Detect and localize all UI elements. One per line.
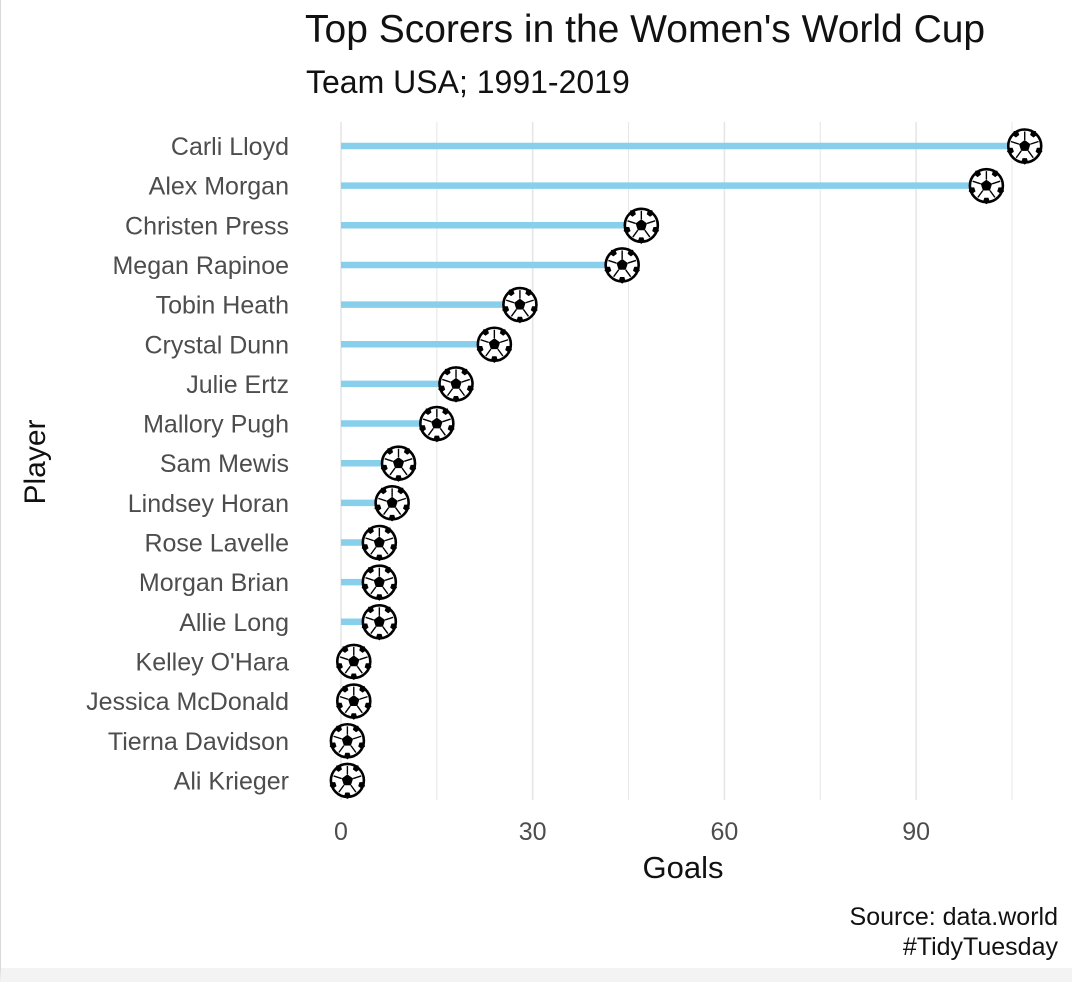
soccer-ball-marker (329, 762, 366, 799)
y-tick-label: Crystal Dunn (145, 331, 290, 359)
soccer-ball-marker (623, 207, 660, 244)
x-axis-label: Goals (642, 850, 724, 885)
y-tick-label: Carli Lloyd (171, 133, 289, 161)
soccer-ball-marker (502, 286, 538, 324)
y-tick-label: Tierna Davidson (108, 728, 289, 756)
soccer-ball-marker (438, 366, 474, 403)
soccer-ball-marker (335, 683, 372, 720)
y-tick-label: Megan Rapinoe (112, 252, 289, 280)
chart-title: Top Scorers in the Women's World Cup (305, 8, 986, 51)
y-tick-label: Christen Press (125, 212, 289, 240)
caption-hashtag: #TidyTuesday (902, 933, 1058, 961)
soccer-ball-marker (380, 445, 417, 482)
soccer-ball-marker (604, 247, 640, 284)
x-tick-label: 90 (902, 818, 930, 846)
y-tick-label: Mallory Pugh (143, 411, 289, 439)
y-tick-label: Sam Mewis (160, 450, 289, 478)
y-tick-label: Alex Morgan (149, 173, 289, 201)
y-tick-label: Jessica McDonald (86, 688, 289, 716)
y-tick-label: Rose Lavelle (144, 530, 289, 558)
soccer-ball-marker (329, 722, 366, 760)
soccer-ball-marker (419, 405, 455, 443)
stems (341, 142, 1025, 784)
x-tick-label: 0 (334, 818, 348, 846)
y-tick-label: Morgan Brian (139, 569, 289, 597)
soccer-ball-marker (968, 167, 1005, 205)
soccer-ball-marker (335, 643, 372, 680)
x-tick-label: 60 (710, 818, 738, 846)
caption-source: Source: data.world (849, 903, 1058, 931)
chart-caption: Source: data.world #TidyTuesday (850, 902, 1058, 962)
y-tick-label: Lindsey Horan (128, 490, 289, 518)
y-tick-label: Tobin Heath (156, 292, 289, 320)
soccer-ball-marker (361, 603, 398, 641)
x-tick-label: 30 (519, 818, 547, 846)
soccer-ball-marker (1006, 128, 1043, 165)
soccer-ball-marker (476, 326, 513, 363)
soccer-ball-marker (374, 485, 410, 522)
soccer-ball-marker (361, 564, 398, 601)
markers (329, 128, 1043, 799)
y-tick-label: Kelley O'Hara (136, 648, 290, 676)
y-tick-label: Ali Krieger (174, 767, 289, 795)
y-tick-label: Julie Ertz (186, 371, 289, 399)
soccer-ball-marker (361, 524, 398, 562)
y-tick-label: Allie Long (179, 609, 289, 637)
chart-subtitle: Team USA; 1991-2019 (306, 64, 630, 100)
